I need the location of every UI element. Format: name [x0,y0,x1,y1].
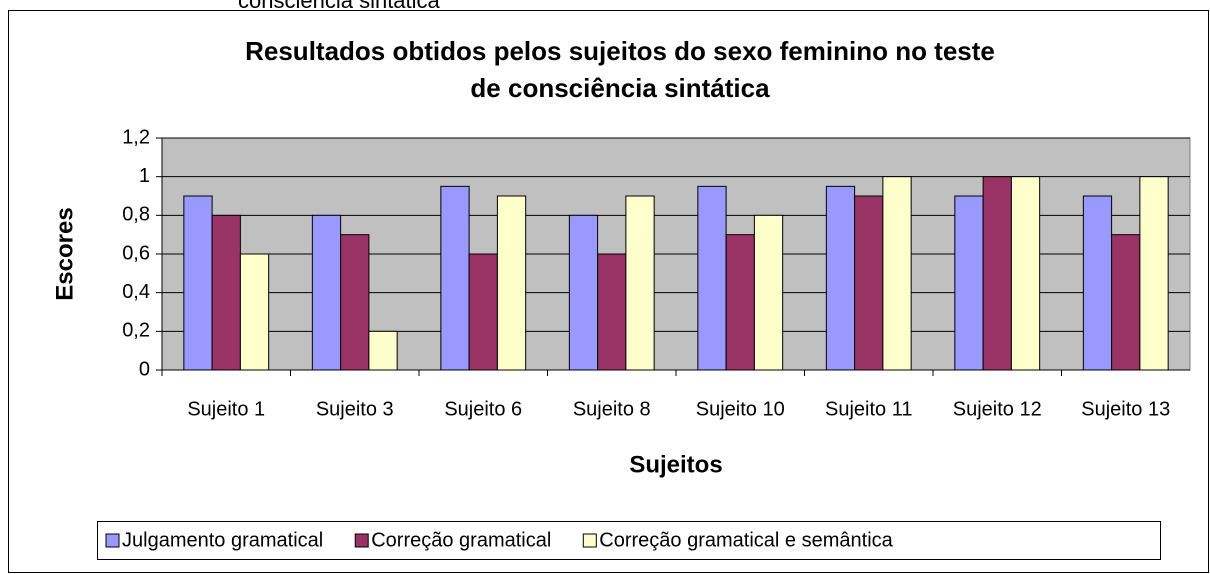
bar [725,234,755,371]
bar [211,214,241,371]
bar [597,253,627,371]
x-tick-label: Sujeito 6 [444,398,522,420]
bar [753,214,784,371]
x-tick-label: Sujeito 13 [1081,398,1170,420]
x-axis-label: Sujeitos [629,451,722,478]
bar [854,195,884,371]
y-tick-label: 0,2 [122,320,150,342]
y-axis-label: Escores [51,207,78,300]
legend-label: Correção gramatical e semântica [599,529,893,551]
bar [239,253,270,371]
bar [340,234,370,371]
x-tick-label: Sujeito 11 [825,398,912,420]
bar [625,195,655,371]
header-fragment: consciência sintática [238,0,441,13]
bar [568,214,599,371]
x-tick-label: Sujeito 10 [696,398,785,420]
bar [311,214,342,371]
bar [825,185,856,371]
chart-title: de consciência sintática [470,73,770,103]
y-tick-label: 0,4 [122,281,150,303]
bar [468,253,498,371]
y-tick-label: 1,2 [122,126,150,148]
bar [440,185,470,371]
bar [954,195,984,371]
chart-title: Resultados obtidos pelos sujeitos do sex… [245,36,995,66]
bar [1111,234,1141,371]
bar [697,185,727,371]
bar [1139,176,1169,371]
x-tick-label: Sujeito 8 [573,398,651,420]
x-tick-label: Sujeito 12 [953,398,1042,420]
bar [982,176,1012,371]
x-tick-label: Sujeito 3 [316,398,394,420]
legend-label: Correção gramatical [371,529,551,551]
bar [1010,176,1041,371]
legend-swatch [354,533,369,548]
y-tick-label: 1 [139,165,150,187]
y-tick-label: 0,6 [122,242,150,264]
y-tick-label: 0,8 [122,204,150,226]
y-tick-label: 0 [139,358,150,380]
legend-swatch [105,533,120,548]
bar [183,195,213,371]
bar [368,330,398,371]
legend-box [97,521,1161,560]
bar [1082,195,1113,371]
x-tick-label: Sujeito 1 [187,398,265,420]
bar [496,195,527,371]
legend-label: Julgamento gramatical [122,529,323,551]
bar [882,176,912,371]
legend-swatch [582,533,597,548]
